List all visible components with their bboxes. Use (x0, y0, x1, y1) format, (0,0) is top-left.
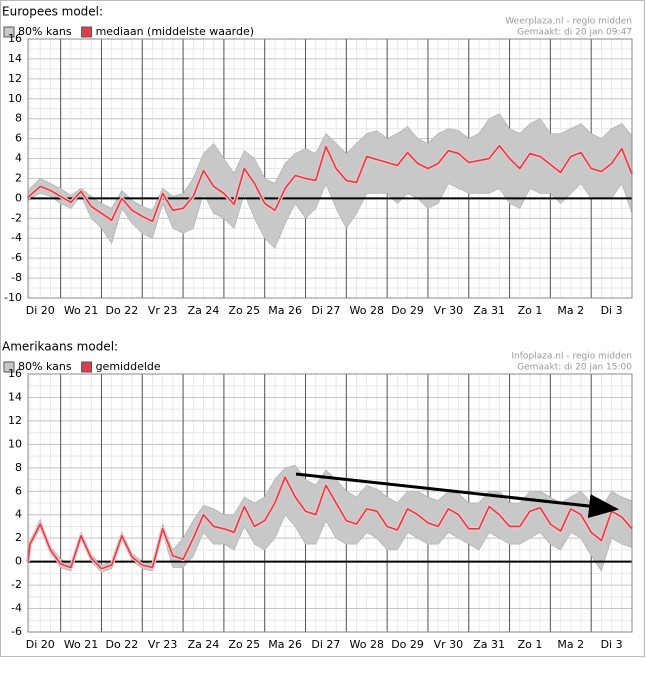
legend-swatch (3, 361, 15, 373)
plot-border (27, 373, 633, 633)
y-tick-label: 8 (15, 461, 22, 474)
y-tick-label: -10 (4, 291, 22, 304)
x-tick-label: Di 3 (601, 304, 623, 317)
x-tick-label: Za 24 (188, 638, 220, 651)
x-tick-label: Wo 28 (349, 304, 383, 317)
y-tick-label: 2 (15, 171, 22, 184)
x-tick-label: Zo 1 (518, 304, 543, 317)
y-tick-label: 8 (15, 112, 22, 125)
x-tick-label: Ma 26 (268, 638, 302, 651)
y-tick-label: 10 (8, 437, 22, 450)
y-tick-label: -6 (11, 251, 22, 264)
made: Gemaakt: di 20 jan 15:00 (517, 363, 632, 373)
x-tick-label: Do 22 (106, 638, 139, 651)
legend-swatch (81, 361, 93, 373)
x-tick-label: Vr 30 (434, 638, 464, 651)
line (27, 144, 633, 223)
y-tick-label: -2 (11, 578, 22, 591)
x-tick-label: Wo 21 (64, 304, 98, 317)
x-tick-label: Ma 2 (557, 638, 584, 651)
legend-label: 80% kans (18, 360, 72, 373)
made: Gemaakt: di 20 jan 09:47 (517, 28, 632, 38)
y-tick-label: 12 (8, 414, 22, 427)
y-tick-label: 0 (15, 191, 22, 204)
legend-label: mediaan (middelste waarde) (96, 25, 254, 38)
x-tick-label: Vr 23 (148, 304, 178, 317)
x-tick-label: Di 20 (26, 638, 55, 651)
chart-layer: Europees model: Weerplaza.nl - regio midd… (2, 5, 634, 651)
x-tick-label: Zo 1 (518, 638, 543, 651)
x-tick-label: Di 27 (311, 638, 340, 651)
x-tick-label: Do 29 (391, 304, 424, 317)
plot-border (27, 38, 633, 299)
x-tick-label: Wo 28 (349, 638, 383, 651)
y-tick-label: -6 (11, 625, 22, 638)
x-tick-label: Di 27 (311, 304, 340, 317)
y-tick-label: 14 (8, 52, 22, 65)
x-tick-label: Do 29 (391, 638, 424, 651)
range-band (27, 465, 633, 573)
source: Weerplaza.nl - regio midden (505, 17, 632, 27)
y-tick-label: 16 (8, 367, 22, 380)
chart-title: Europees model: (2, 5, 103, 19)
legend-swatch (3, 26, 15, 38)
x-tick-label: Za 31 (473, 638, 505, 651)
source: Infoplaza.nl - regio midden (511, 352, 632, 362)
x-tick-label: Ma 2 (557, 304, 584, 317)
frame (0, 0, 645, 657)
y-tick-label: 16 (8, 32, 22, 45)
y-tick-label: 6 (15, 132, 22, 145)
x-tick-label: Di 20 (26, 304, 55, 317)
x-tick-label: Zo 25 (228, 638, 260, 651)
y-tick-label: 4 (15, 152, 22, 165)
chart-title: Amerikaans model: (2, 340, 118, 354)
line (27, 476, 633, 570)
x-tick-label: Ma 26 (268, 304, 302, 317)
x-tick-label: Vr 30 (434, 304, 464, 317)
y-tick-label: 2 (15, 531, 22, 544)
y-tick-label: -4 (11, 602, 22, 615)
y-tick-label: 12 (8, 72, 22, 85)
x-tick-label: Za 31 (473, 304, 505, 317)
x-tick-label: Za 24 (188, 304, 220, 317)
y-tick-label: 6 (15, 484, 22, 497)
x-tick-label: Vr 23 (148, 638, 178, 651)
x-tick-label: Do 22 (106, 304, 139, 317)
y-tick-label: -4 (11, 231, 22, 244)
trend-arrow (295, 472, 619, 518)
x-tick-label: Zo 25 (228, 304, 260, 317)
y-tick-label: -2 (11, 211, 22, 224)
y-tick-label: 4 (15, 508, 22, 521)
legend-label: 80% kans (18, 25, 72, 38)
legend-swatch (81, 26, 93, 38)
x-tick-label: Wo 21 (64, 638, 98, 651)
x-tick-label: Di 3 (601, 638, 623, 651)
y-tick-label: -8 (11, 271, 22, 284)
y-tick-label: 14 (8, 390, 22, 403)
y-tick-label: 10 (8, 92, 22, 105)
y-tick-label: 0 (15, 555, 22, 568)
legend-label: gemiddelde (96, 360, 161, 373)
